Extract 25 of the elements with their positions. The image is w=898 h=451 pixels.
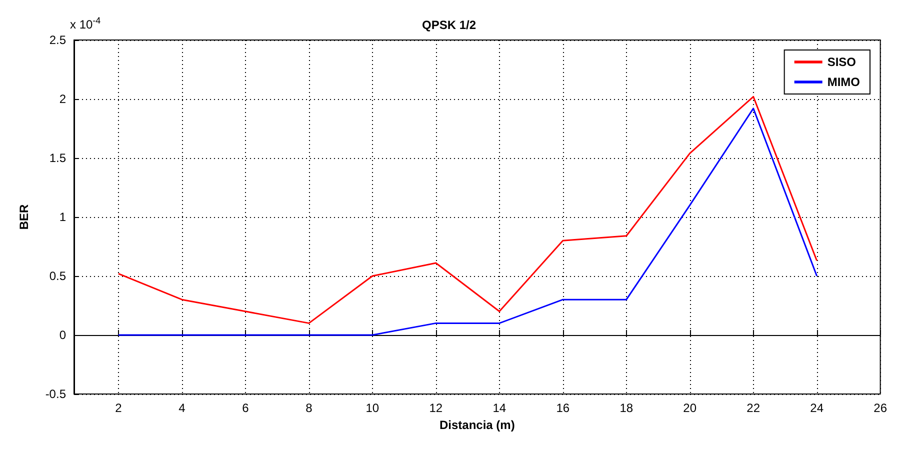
x-tick-label: 20 xyxy=(683,401,697,415)
x-tick-label: 24 xyxy=(810,401,824,415)
y-tick-label: 0 xyxy=(59,328,66,342)
y-tick-label: 2 xyxy=(59,92,66,106)
legend-label: MIMO xyxy=(827,75,860,89)
x-tick-label: 14 xyxy=(492,401,506,415)
y-tick-label: 1.5 xyxy=(49,151,66,165)
x-tick-label: 26 xyxy=(874,401,888,415)
legend-label: SISO xyxy=(827,55,856,69)
y-tick-label: 0.5 xyxy=(49,269,66,283)
x-tick-label: 8 xyxy=(306,401,313,415)
x-tick-label: 10 xyxy=(366,401,380,415)
y-tick-label: 1 xyxy=(59,210,66,224)
x-tick-label: 16 xyxy=(556,401,570,415)
x-tick-label: 12 xyxy=(429,401,443,415)
x-tick-label: 4 xyxy=(178,401,186,415)
x-tick-label: 2 xyxy=(115,401,122,415)
y-tick-label: 2.5 xyxy=(49,33,66,47)
x-tick-label: 6 xyxy=(242,401,250,415)
x-tick-label: 18 xyxy=(620,401,634,415)
x-tick-label: 22 xyxy=(746,401,760,415)
x-axis-title: Distancia (m) xyxy=(439,418,515,432)
y-tick-label: -0.5 xyxy=(45,387,66,401)
y-axis-title: BER xyxy=(17,204,31,230)
chart-title: QPSK 1/2 xyxy=(422,18,476,32)
